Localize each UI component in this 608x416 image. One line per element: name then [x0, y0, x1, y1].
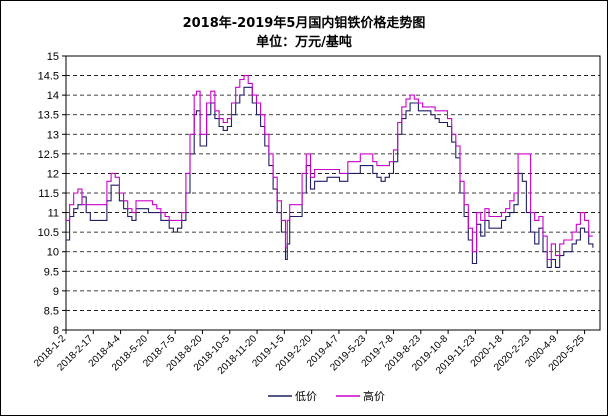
y-tick-label: 8 [53, 325, 59, 337]
y-tick-label: 9.5 [44, 266, 59, 278]
y-tick-label: 13 [47, 129, 59, 141]
y-tick-label: 10 [47, 247, 59, 259]
y-tick-label: 11 [48, 208, 59, 220]
y-tick-label: 13.5 [38, 110, 59, 122]
chart-subtitle: 单位：万元/基吨 [256, 35, 352, 50]
y-tick-label: 11.5 [38, 188, 59, 200]
y-tick-label: 14.5 [38, 71, 59, 83]
y-tick-label: 12 [47, 168, 59, 180]
series-high-price-line [66, 75, 593, 261]
y-tick-label: 14 [47, 90, 59, 102]
y-tick-label: 12.5 [38, 149, 59, 161]
chart-title: 2018年-2019年5月国内钼铁价格走势图 [182, 16, 426, 31]
y-tick-label: 15 [47, 51, 59, 63]
y-tick-label: 8.5 [44, 305, 59, 317]
y-tick-label: 9 [53, 286, 59, 298]
y-tick-label: 10.5 [38, 227, 59, 239]
legend-label: 高价 [363, 389, 385, 403]
series-low-price-line [66, 86, 594, 268]
plot-area [65, 55, 601, 331]
legend-label: 低价 [295, 390, 317, 403]
